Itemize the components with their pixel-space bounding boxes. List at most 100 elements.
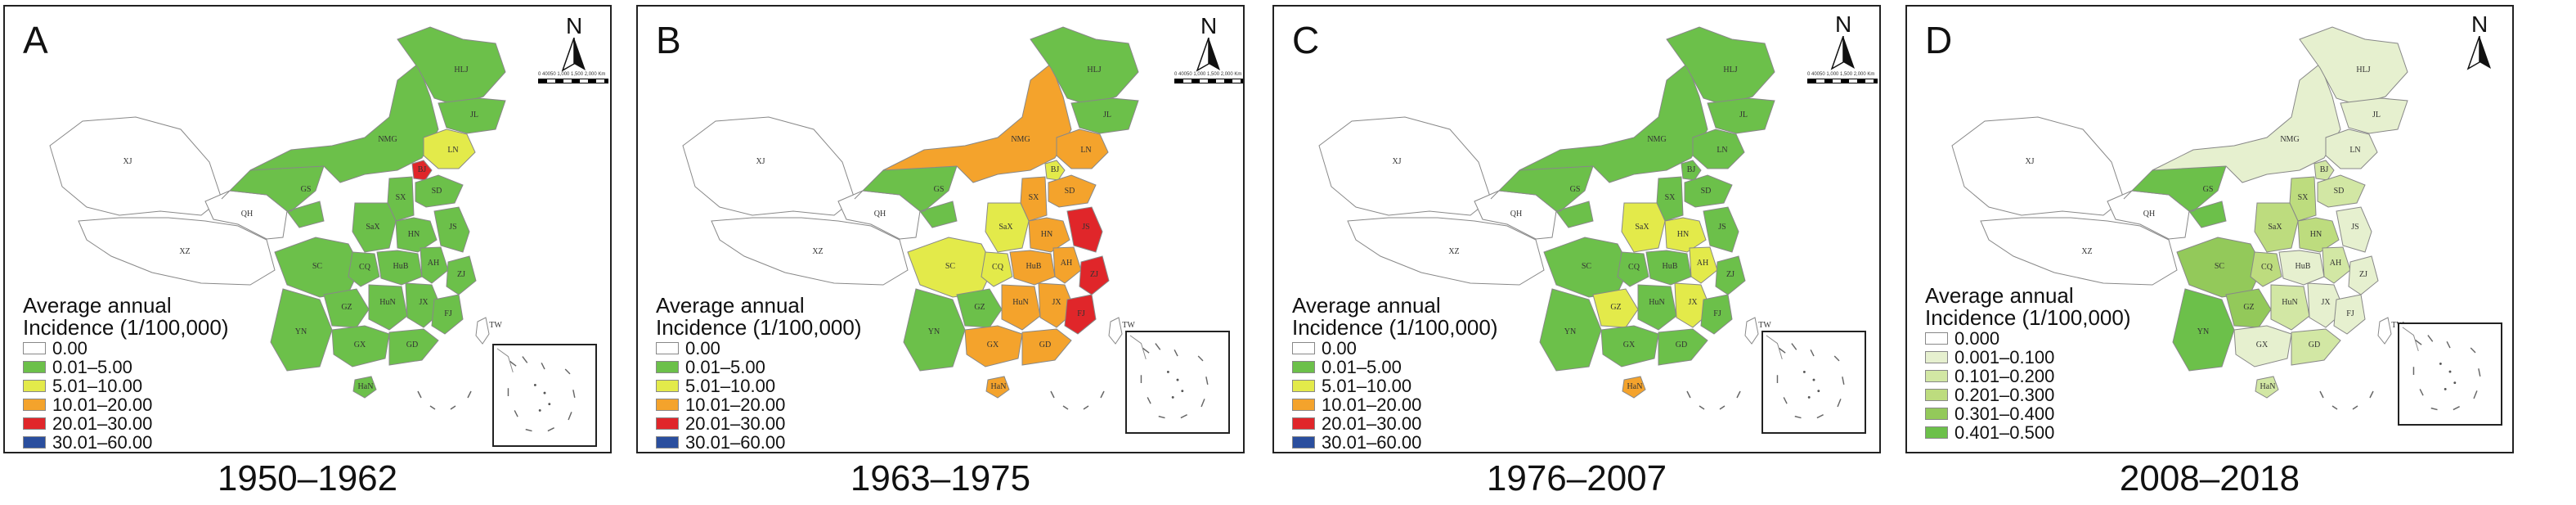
region-label-ah: AH [2330, 259, 2341, 268]
region-label-sd: SD [1065, 187, 1075, 196]
region-jl [1070, 97, 1139, 134]
legend-item: 10.01–20.00 [1292, 395, 1498, 415]
scale-bar: 0 40050 1,000 1,500 2,000 Km [538, 72, 608, 83]
legend-subtitle: Incidence (1/100,000) [1292, 315, 1498, 340]
region-label-sd: SD [1701, 187, 1712, 196]
region-tw [1108, 317, 1123, 345]
legend-swatch [656, 342, 679, 354]
region-label-xj: XJ [1392, 157, 1401, 166]
legend-item: 0.01–5.00 [23, 357, 229, 377]
region-label-hun: HuN [2282, 298, 2297, 307]
region-sax [352, 202, 397, 253]
legend-item: 0.00 [1292, 338, 1498, 358]
region-label-hlj: HLJ [2356, 65, 2370, 74]
legend-label: 30.01–60.00 [52, 431, 153, 453]
region-xz [1980, 217, 2178, 286]
legend-item: 0.301–0.400 [1925, 403, 2131, 424]
region-label-han: HaN [358, 382, 374, 391]
region-label-tw: TW [489, 321, 502, 330]
region-ln [423, 129, 476, 169]
region-label-sx: SX [1029, 193, 1040, 202]
region-js [2336, 206, 2372, 253]
region-label-hn: HN [1677, 230, 1689, 239]
region-label-js: JS [2351, 223, 2358, 232]
legend-label: 5.01–10.00 [1322, 375, 1412, 396]
legend-label: 0.301–0.400 [1954, 403, 2055, 424]
scale-bar-label: 0 40050 1,000 1,500 2,000 Km [538, 72, 606, 77]
caption-d: 2008–2018 [2119, 458, 2300, 498]
region-label-sc: SC [945, 262, 956, 271]
region-hn [2297, 217, 2340, 253]
region-hlj [397, 26, 506, 106]
region-label-cq: CQ [359, 263, 371, 272]
region-label-hub: HuB [1026, 262, 1042, 271]
region-ah [1052, 246, 1082, 284]
legend-item: 5.01–10.00 [1292, 375, 1498, 396]
region-jl [438, 97, 506, 134]
legend-swatch [1292, 436, 1315, 449]
region-xj [682, 116, 855, 216]
legend-item: 5.01–10.00 [656, 376, 862, 396]
region-label-fj: FJ [1713, 309, 1721, 318]
region-label-ah: AH [428, 259, 439, 268]
scale-bar-label: 0 40050 1,000 1,500 2,000 Km [1807, 72, 1875, 77]
region-sx [2289, 176, 2317, 222]
legend-item: 0.000 [1925, 328, 2131, 349]
region-label-xj: XJ [123, 157, 132, 166]
legend-swatch [656, 361, 679, 373]
region-jl [2340, 97, 2408, 134]
region-yn [270, 288, 333, 372]
region-label-nmg: NMG [1647, 135, 1666, 144]
region-label-fj: FJ [2346, 309, 2354, 318]
legend-label: 0.01–5.00 [685, 356, 765, 377]
scale-bar-graphic [538, 79, 608, 83]
region-ln [1056, 129, 1109, 169]
china-map-a: XJ XZ QH GS NMG HLJ JL LN BJ SX SD SaX HN JS SC CQ HuB AH… [49, 26, 506, 410]
region-label-hlj: HLJ [1723, 65, 1737, 74]
region-label-sx: SX [396, 193, 407, 202]
region-label-gd: GD [2309, 340, 2320, 349]
region-js [1066, 206, 1103, 253]
region-label-js: JS [1082, 223, 1089, 232]
panel-letter-d: D [1925, 19, 1953, 61]
region-label-hn: HN [408, 230, 420, 239]
region-label-ln: LN [1080, 146, 1091, 155]
region-label-cq: CQ [992, 263, 1004, 272]
region-hn [1664, 217, 1707, 253]
region-xj [1318, 116, 1492, 216]
scale-bar: 0 40050 1,000 1,500 2,000 Km [1174, 72, 1243, 83]
legend-item: 0.01–5.00 [656, 356, 862, 377]
north-label: N [1200, 13, 1218, 38]
region-label-sax: SaX [999, 223, 1013, 232]
region-ah [1689, 246, 1718, 284]
region-label-gx: GX [1623, 340, 1636, 349]
region-han [352, 376, 377, 399]
map-panel-a: XJ XZ QH GS NMG HLJ JL LN BJ SX SD SaX HN JS SC CQ HuB AH… [3, 5, 612, 453]
region-ah [420, 246, 449, 284]
region-label-gz: GZ [1610, 303, 1621, 312]
region-gd [2291, 328, 2341, 366]
panel-letter-a: A [23, 19, 48, 61]
china-map-b: XJ XZ QH GS NMG HLJ JL LN BJ SX SD SaX HN JS SC CQ HuB AH… [682, 26, 1139, 410]
region-label-yn: YN [2197, 327, 2209, 336]
region-bj [411, 160, 433, 181]
legend-title: Average annual [1925, 283, 2074, 308]
region-hun [368, 284, 408, 331]
north-arrow-icon: N [2463, 13, 2496, 79]
legend-d: Average annual Incidence (1/100,000) 0.000… [1925, 283, 2131, 443]
region-nmg [1519, 63, 1708, 183]
region-gd [1658, 328, 1708, 366]
region-label-fj: FJ [444, 309, 452, 318]
region-gd [1021, 328, 1072, 366]
region-cq [981, 251, 1013, 287]
region-hn [1028, 217, 1070, 253]
region-tw [2377, 317, 2392, 345]
region-han [2255, 376, 2279, 399]
region-fj [431, 294, 464, 335]
region-label-jx: JX [1052, 298, 1061, 307]
region-label-xj: XJ [2025, 157, 2034, 166]
legend-label: 0.401–0.500 [1954, 422, 2055, 443]
legend-item: 0.00 [23, 337, 229, 358]
scale-bar: 0 40050 1,000 1,500 2,000 Km [1807, 72, 1878, 83]
legend-label: 0.00 [52, 337, 88, 358]
